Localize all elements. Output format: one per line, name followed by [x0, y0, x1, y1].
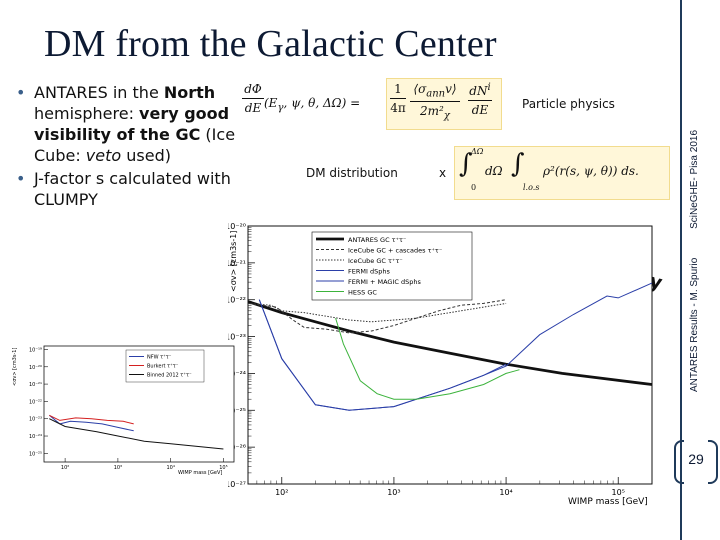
bullet-item: J-factor s calculated with CLUMPY: [16, 168, 246, 210]
times-sign: x: [439, 166, 447, 180]
sigma-v-frac: ⟨σannv⟩ 2m²χ: [410, 82, 460, 122]
main-legend-box: [311, 231, 473, 301]
bullet-item: ANTARES in the North hemisphere: very go…: [16, 82, 246, 166]
bullet-text: (Ice Cube:: [34, 125, 236, 165]
inset-ylabel: <σv> [cm3s-1]: [12, 348, 18, 386]
side-footer-left: ANTARES Results - M. Spurio: [689, 257, 700, 392]
main-xtick-label: 10⁵: [612, 488, 625, 497]
side-footer-right: SciNeGHE- Pisa 2016: [689, 129, 700, 229]
inset-xtick-label: 10³: [114, 465, 122, 471]
slide-title: DM from the Galactic Center: [44, 23, 497, 65]
inset-ytick-label: 10⁻²⁰: [29, 365, 42, 371]
side-footer-text: ANTARES Results - M. Spurio SciNeGHE- Pi…: [689, 104, 700, 392]
inset-xlabel: WIMP mass [GeV]: [178, 470, 222, 476]
main-xtick-label: 10⁴: [499, 488, 512, 497]
page-number-box: 29: [672, 440, 720, 484]
dm-distribution-label: DM distribution: [306, 166, 398, 180]
spectrum-frac: dNi dE: [468, 82, 492, 117]
inset-xtick-label: 10⁵: [219, 465, 227, 471]
antares-curve: [247, 300, 653, 386]
inset-profile-plot: 10⁻¹⁹ 10⁻²⁰ 10⁻²¹ 10⁻²² 10⁻²³ 10⁻²⁴ 10⁻²⁵ 10² 1…: [12, 345, 235, 476]
main-ylabel: <σv> [cm3s-1]: [229, 231, 238, 292]
inset-ytick-label: 10⁻¹⁹: [29, 347, 42, 353]
bullet-text: J-factor s calculated with CLUMPY: [34, 169, 231, 209]
main-ytick-label: 10⁻²³: [228, 333, 246, 342]
main-legend-label: IceCube GC + cascades τ⁺τ⁻: [348, 247, 442, 255]
inset-binned-curve: [49, 418, 224, 450]
main-ytick-label: 10⁻²⁵: [228, 406, 246, 415]
inset-ytick-label: 10⁻²¹: [29, 382, 42, 388]
flux-args: (Eγ, ψ, θ, ΔΩ) =: [264, 96, 361, 114]
main-ytick-label: 10⁻²⁷: [228, 480, 246, 489]
flux-formula: dΦ dE (Eγ, ψ, θ, ΔΩ) = 1 4π ⟨σannv⟩ 2m²χ dN…: [242, 78, 502, 130]
inset-ytick-label: 10⁻²²: [29, 399, 42, 405]
icecube-gc-curve: [248, 302, 507, 323]
inset-burkert-curve: [49, 414, 134, 425]
integral-lower: 0: [471, 183, 477, 192]
main-ytick-label: 10⁻²⁴: [228, 369, 246, 378]
integral-upper: ΔΩ: [471, 147, 484, 156]
inset-xtick-label: 10²: [61, 465, 69, 471]
main-xtick-label: 10³: [387, 488, 400, 497]
main-ytick-label: 10⁻²⁶: [228, 443, 246, 452]
bullet-text: used): [121, 146, 171, 165]
page-bracket-right: [708, 440, 718, 484]
integral-sign-los: ∫: [511, 149, 525, 179]
fermi-magic-curve: [258, 282, 653, 411]
main-ytick-label: 10⁻²²: [228, 296, 246, 305]
main-legend-label: ANTARES GC τ⁺τ⁻: [348, 236, 406, 244]
main-ytick-label: 10⁻²¹: [228, 259, 246, 268]
bullet-bold: North: [163, 83, 216, 102]
main-ytick-label: 10⁻²⁰: [228, 222, 246, 231]
jfactor-formula: ∫ ΔΩ 0 dΩ ∫ l.o.s ρ²(r(s, ψ, θ)) ds.: [454, 146, 670, 200]
bullet-text: hemisphere:: [34, 104, 140, 123]
inset-legend-label: NFW τ⁺τ⁻: [147, 355, 172, 361]
flux-frac: dΦ dE: [242, 82, 264, 115]
main-legend-label: FERMI + MAGIC dSphs: [348, 278, 421, 286]
main-legend-label: HESS GC: [348, 289, 377, 297]
integral-sign: ∫: [459, 149, 473, 179]
main-xtick-label: 10²: [275, 488, 288, 497]
page-number: 29: [688, 451, 704, 467]
d-omega: dΩ: [485, 164, 503, 178]
main-legend-label: FERMI dSphs: [348, 268, 390, 276]
inset-ytick-label: 10⁻²⁵: [29, 451, 42, 457]
inset-ytick-label: 10⁻²³: [29, 417, 42, 423]
quarter-pi: 1 4π: [390, 82, 406, 115]
side-divider-line: [680, 0, 682, 540]
inset-legend-label: Burkert τ⁺τ⁻: [147, 364, 179, 370]
main-legend-label: IceCube GC τ⁺τ⁻: [348, 257, 403, 265]
los-limit: l.o.s: [523, 183, 540, 192]
particle-physics-label: Particle physics: [522, 97, 615, 111]
inset-ytick-label: 10⁻²⁴: [29, 434, 42, 440]
bullet-bold: very good visibility of the GC: [34, 104, 230, 144]
icecube-cascades-curve: [248, 299, 507, 334]
hess-gc-curve: [335, 317, 520, 400]
main-limits-plot: 10⁻²⁰ 10⁻²¹ 10⁻²² 10⁻²³ 10⁻²⁴ 10⁻²⁵ 10⁻²⁶ 10⁻²⁷…: [228, 222, 653, 507]
inset-legend-label: Binned 2012 τ⁺τ⁻: [147, 373, 192, 379]
main-xlabel: WIMP mass [GeV]: [568, 497, 648, 507]
bullet-text: ANTARES in the: [34, 83, 164, 102]
inset-xtick-label: 10⁴: [166, 465, 174, 471]
page-bracket-left: [674, 440, 684, 484]
bullet-italic: veto: [85, 146, 122, 165]
bullet-list: ANTARES in the North hemisphere: very go…: [16, 82, 246, 212]
rho-squared: ρ²(r(s, ψ, θ)) ds.: [543, 164, 639, 178]
particle-highlight: [386, 78, 502, 130]
